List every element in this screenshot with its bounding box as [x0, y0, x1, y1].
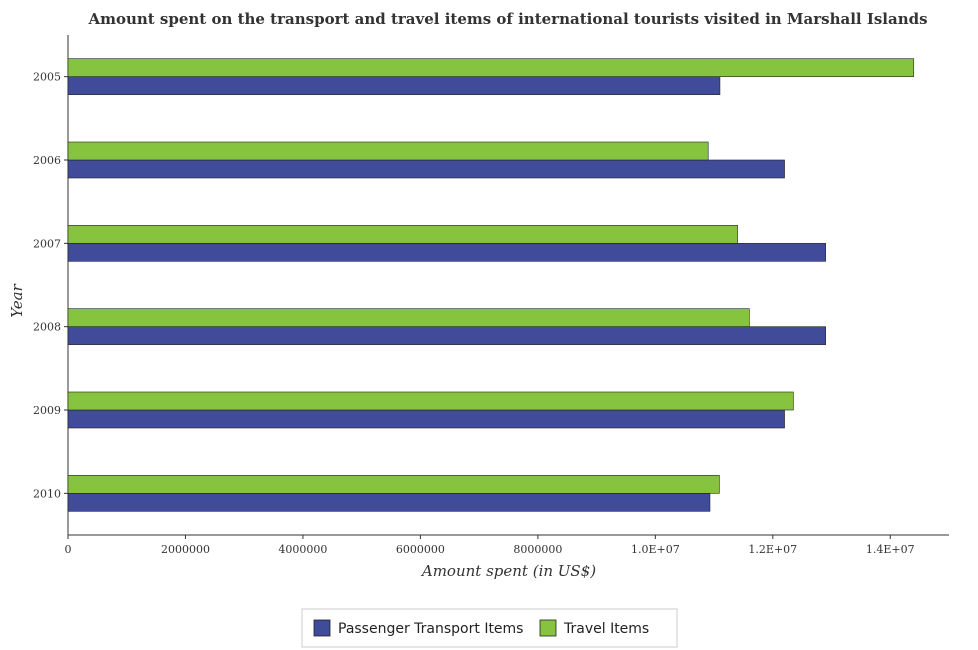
x-tick-label-4: 8000000	[513, 543, 562, 556]
bar-travel-items-2008	[67, 308, 750, 327]
y-axis-label: Year	[8, 283, 26, 317]
y-tick-label-2009: 2009	[33, 404, 61, 417]
x-tick-label-6: 1.2E+07	[748, 543, 797, 556]
y-tick-label-2007: 2007	[33, 237, 61, 250]
bar-travel-items-2010	[67, 475, 720, 494]
x-tick-label-2: 4000000	[278, 543, 327, 556]
y-tick-label-2006: 2006	[33, 154, 61, 167]
x-tick-label-0: 0	[65, 543, 72, 556]
plot-area: 2005 2006 2007 2008 2009 2010 0 2000000 4000000 6…	[33, 35, 949, 556]
legend-label-travel-items: Travel Items	[563, 621, 649, 637]
chart-title: Amount spent on the transport and travel…	[87, 10, 927, 28]
bar-passenger-transport-2005	[67, 76, 721, 95]
bar-passenger-transport-2008	[67, 326, 826, 345]
bar-travel-items-2006	[67, 141, 709, 161]
bar-travel-items-2005	[67, 58, 915, 77]
x-tick-label-7: 1.4E+07	[866, 543, 915, 556]
bar-passenger-transport-2007	[67, 243, 826, 262]
bar-passenger-transport-2006	[67, 159, 785, 179]
x-tick-label-5: 1.0E+07	[631, 543, 680, 556]
x-tick-label-3: 6000000	[396, 543, 445, 556]
y-tick-label-2008: 2008	[33, 321, 61, 334]
legend-label-passenger-transport: Passenger Transport Items	[338, 621, 523, 637]
legend-swatch-passenger-transport	[313, 619, 331, 637]
legend-swatch-travel-items	[539, 619, 557, 637]
bar-passenger-transport-2010	[67, 493, 711, 512]
legend: Passenger Transport Items Travel Items	[301, 608, 678, 648]
bar-travel-items-2007	[67, 225, 738, 244]
y-tick-label-2005: 2005	[33, 71, 61, 84]
legend-frame	[301, 608, 678, 648]
bar-passenger-transport-2009	[67, 409, 785, 429]
x-axis-label: Amount spent (in US$)	[420, 562, 596, 580]
x-tick-label-1: 2000000	[161, 543, 210, 556]
bar-travel-items-2009	[67, 391, 794, 411]
y-tick-label-2010: 2010	[33, 487, 61, 500]
